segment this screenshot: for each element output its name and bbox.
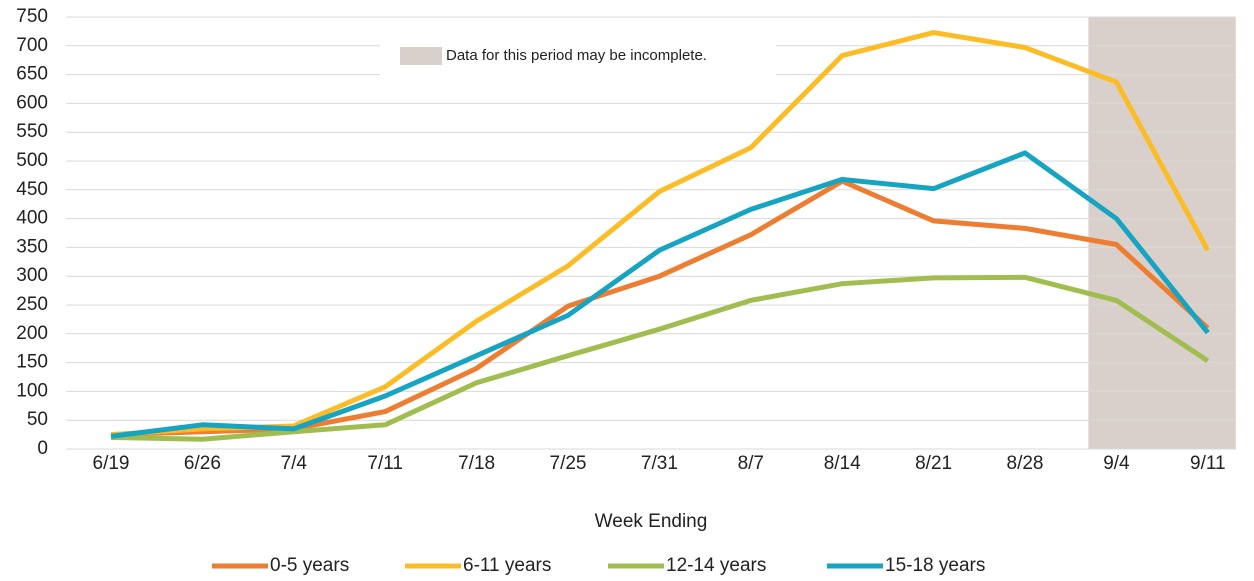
y-tick-label: 650 <box>16 64 48 85</box>
x-axis-label: Week Ending <box>595 511 708 532</box>
x-tick-label: 8/21 <box>915 453 952 474</box>
y-tick-label: 700 <box>16 35 48 56</box>
y-tick-label: 550 <box>16 121 48 142</box>
legend-label: 0-5 years <box>270 555 349 576</box>
x-tick-label: 9/11 <box>1190 453 1226 474</box>
y-tick-label: 750 <box>16 6 48 27</box>
legend-label: 15-18 years <box>885 555 985 576</box>
x-tick-label: 9/4 <box>1103 453 1130 474</box>
x-tick-label: 7/31 <box>641 453 678 474</box>
series-line <box>110 274 1210 442</box>
highlight-region <box>1088 17 1236 449</box>
x-tick-label: 7/4 <box>281 453 308 474</box>
y-tick-label: 450 <box>16 179 48 200</box>
y-tick-label: 50 <box>27 409 48 430</box>
x-tick-label: 7/25 <box>550 453 587 474</box>
x-tick-label: 6/19 <box>93 453 130 474</box>
annotation-swatch <box>400 47 442 65</box>
x-tick-label: 8/28 <box>1007 453 1044 474</box>
series-line <box>110 150 1210 439</box>
y-tick-label: 100 <box>16 380 48 401</box>
y-tick-label: 400 <box>16 208 48 229</box>
x-tick-label: 7/11 <box>367 453 403 474</box>
legend-label: 12-14 years <box>666 555 766 576</box>
y-tick-label: 600 <box>16 92 48 113</box>
series-line <box>110 30 1210 438</box>
x-tick-label: 7/18 <box>458 453 495 474</box>
y-tick-label: 300 <box>16 265 48 286</box>
legend-label: 6-11 years <box>463 555 551 576</box>
y-tick-label: 350 <box>16 236 48 257</box>
x-tick-label: 8/14 <box>824 453 861 474</box>
y-tick-label: 150 <box>16 352 48 373</box>
y-tick-label: 200 <box>16 323 48 344</box>
x-tick-label: 8/7 <box>738 453 764 474</box>
y-tick-label: 500 <box>16 150 48 171</box>
annotation-text: Data for this period may be incomplete. <box>446 47 707 64</box>
y-tick-label: 250 <box>16 294 48 315</box>
annotation-box <box>380 32 776 80</box>
x-tick-label: 6/26 <box>184 453 221 474</box>
series-line <box>110 178 1210 438</box>
y-tick-label: 0 <box>37 438 48 459</box>
